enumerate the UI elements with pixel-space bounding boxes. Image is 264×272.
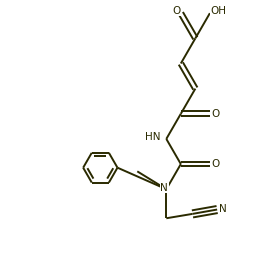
Text: N: N (219, 204, 227, 214)
Text: N: N (160, 183, 168, 193)
Text: HN: HN (145, 132, 161, 142)
Text: O: O (172, 5, 180, 16)
Text: O: O (211, 109, 220, 119)
Text: O: O (211, 159, 220, 169)
Text: OH: OH (210, 5, 226, 16)
